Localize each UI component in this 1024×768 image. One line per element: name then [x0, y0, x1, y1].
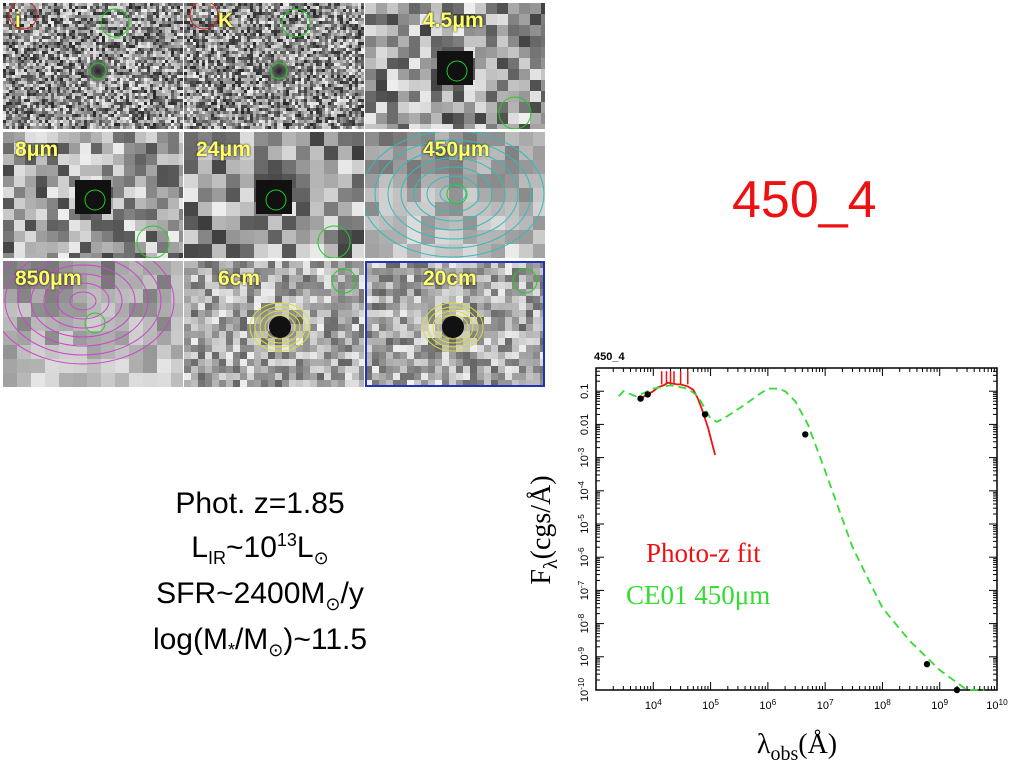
- tick-label: 10-7: [577, 580, 591, 600]
- panel-8um: 8μm: [3, 132, 183, 258]
- panel-label: 20cm: [423, 267, 477, 290]
- chart-title: 450_4: [594, 351, 625, 363]
- cutout-image-24um: [184, 132, 364, 258]
- image-cutout-grid: i K 4.5μm 8μm 24μm 450μm 850μm 6cm 20cm: [0, 0, 548, 390]
- cutout-image-i: [3, 3, 183, 129]
- series-line-ce01-450um: [618, 384, 985, 691]
- lir-suffix: L: [296, 531, 314, 564]
- lir-mid: ~10: [225, 531, 277, 564]
- panel-label: 850μm: [15, 267, 82, 290]
- stellar-mass: log(M*/M⊙)~11.5: [110, 622, 410, 668]
- panel-k-band: K: [184, 3, 364, 129]
- lir-subscript: IR: [207, 548, 226, 568]
- panel-label: 24μm: [196, 138, 251, 161]
- sun-symbol: ⊙: [268, 640, 284, 660]
- panel-850um: 850μm: [3, 261, 183, 387]
- data-point: [802, 431, 809, 438]
- star-formation-rate: SFR~2400M⊙/y: [110, 576, 410, 622]
- sfr-prefix: SFR~2400M: [156, 577, 326, 610]
- tick-label: 10-4: [577, 481, 591, 501]
- panel-24um: 24μm: [184, 132, 364, 258]
- tick-label: 109: [931, 698, 948, 712]
- cutout-image-k: [184, 3, 364, 129]
- mass-suffix: )~11.5: [283, 623, 368, 656]
- panel-label: 4.5μm: [423, 9, 484, 32]
- tick-label: 10-10: [577, 678, 591, 703]
- tick-label: 10-3: [577, 447, 591, 467]
- chart-points: [637, 391, 961, 694]
- tick-label: 106: [759, 698, 776, 712]
- y-axis-label: Fλ(cgs/Å): [526, 475, 562, 584]
- sun-symbol: ⊙: [313, 548, 329, 568]
- data-point: [644, 391, 651, 398]
- series-line-photo-z-fit: [640, 381, 716, 456]
- tick-label: 10-9: [577, 647, 591, 667]
- panel-label: i: [15, 9, 21, 32]
- tick-label: 1010: [986, 698, 1008, 712]
- cutout-image-6cm: [184, 261, 364, 387]
- ir-luminosity: LIR~1013L⊙: [110, 522, 410, 576]
- panel-4-5um: 4.5μm: [365, 3, 545, 129]
- source-properties: Phot. z=1.85 LIR~1013L⊙ SFR~2400M⊙/y log…: [110, 486, 410, 668]
- sun-symbol: ⊙: [325, 594, 341, 614]
- tick-label: 10-5: [577, 514, 591, 534]
- cutout-image-8um: [3, 132, 183, 258]
- tick-label: 104: [645, 698, 662, 712]
- source-title: 450_4: [732, 171, 877, 229]
- star-symbol: *: [227, 640, 235, 660]
- tick-label: 10-8: [577, 613, 591, 633]
- tick-label: 0.1: [579, 384, 591, 399]
- cutout-image-850um: [3, 261, 183, 387]
- legend-photo-z: Photo-z fit: [646, 538, 761, 568]
- tick-label: 107: [817, 698, 834, 712]
- panel-label: 6cm: [218, 267, 261, 290]
- x-axis-label: λobs(Å): [757, 729, 837, 765]
- mass-prefix: log(M: [152, 623, 228, 656]
- y-axis-title: Fλ(cgs/Å): [526, 475, 562, 584]
- mass-mid: /M: [234, 623, 269, 656]
- x-axis-title: λobs(Å): [757, 729, 837, 765]
- tick-label: 105: [702, 698, 719, 712]
- tick-label: 0.01: [579, 414, 591, 435]
- panel-label: 8μm: [15, 138, 59, 161]
- data-point: [701, 411, 709, 418]
- lir-exponent: 13: [276, 530, 297, 550]
- data-point: [637, 395, 644, 402]
- data-point: [923, 660, 931, 668]
- chart-axes: 104 105 106 107 108 109 1010 10-10 10-9 10-8 10-7 1…: [577, 367, 1008, 712]
- panel-label: 450μm: [423, 138, 490, 161]
- tick-label: 108: [874, 698, 891, 712]
- sfr-suffix: /y: [340, 577, 364, 610]
- chart-series: [618, 371, 985, 691]
- panel-450um: 450μm: [365, 132, 545, 258]
- photometric-redshift: Phot. z=1.85: [175, 487, 345, 520]
- panel-label: K: [218, 9, 234, 32]
- plot-frame: [595, 367, 998, 691]
- cutout-image-450um: [365, 132, 545, 258]
- tick-label: 10-6: [577, 547, 591, 567]
- panel-6cm: 6cm: [184, 261, 364, 387]
- lir-prefix: L: [191, 531, 208, 564]
- cutout-image-20cm: [365, 261, 545, 387]
- legend-ce01: CE01 450μm: [626, 580, 770, 610]
- sed-chart: 450_4 104 105 106 107 108 109 1010 10-10 10-9 10-…: [526, 351, 1008, 765]
- panel-20cm: 20cm: [365, 261, 545, 387]
- panel-i-band: i: [3, 3, 183, 129]
- data-point: [953, 686, 961, 694]
- cutout-image-4-5um: [365, 3, 545, 129]
